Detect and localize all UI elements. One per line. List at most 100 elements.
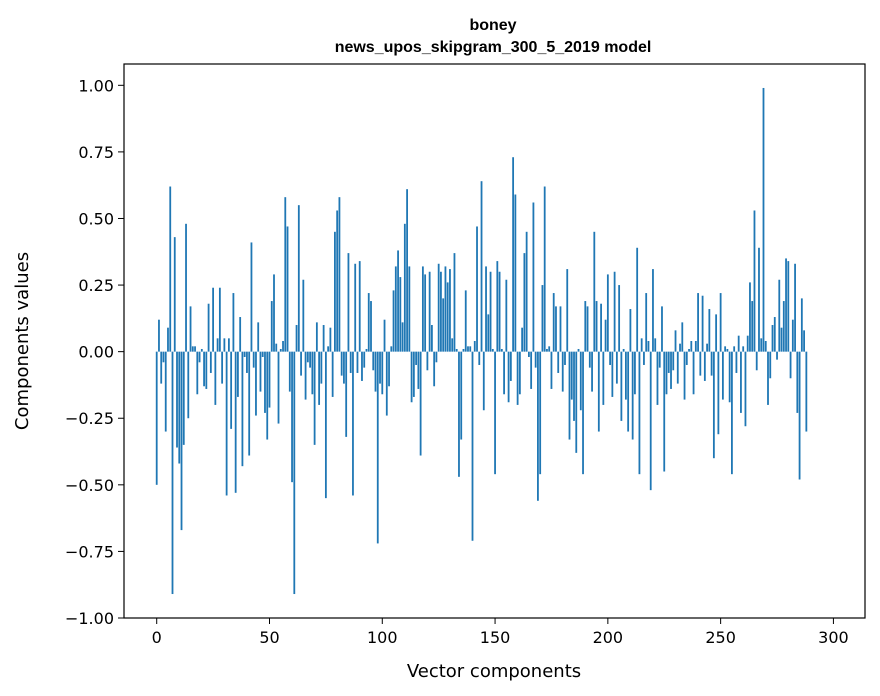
bar — [521, 327, 524, 352]
bar — [588, 351, 591, 368]
bar — [212, 287, 214, 352]
bar — [315, 322, 318, 352]
bar — [334, 231, 336, 352]
bar — [401, 322, 404, 352]
bar — [383, 319, 386, 352]
chart-title: boney — [469, 17, 516, 34]
bar — [548, 346, 551, 352]
bar — [424, 274, 427, 352]
bar — [261, 351, 264, 357]
bar — [372, 351, 375, 371]
bar — [191, 346, 194, 352]
bar — [692, 351, 695, 395]
bar — [712, 351, 715, 459]
bar — [437, 263, 440, 352]
bar — [769, 351, 772, 379]
bar — [216, 338, 219, 352]
bar — [279, 348, 282, 352]
bar — [785, 258, 787, 352]
bar — [392, 290, 395, 352]
bar — [758, 247, 760, 352]
bar — [537, 351, 539, 501]
bar — [343, 351, 345, 384]
bar — [512, 157, 515, 352]
bar — [295, 325, 298, 352]
bar — [595, 301, 598, 352]
x-tick-label: 300 — [818, 628, 849, 647]
x-tick-label: 100 — [367, 628, 398, 647]
bar — [791, 319, 794, 352]
bar — [266, 351, 269, 440]
bar — [726, 348, 729, 352]
bar — [649, 351, 652, 491]
bar — [604, 319, 607, 352]
bar — [613, 271, 616, 352]
bar — [406, 189, 408, 352]
bar — [658, 351, 661, 368]
bar — [636, 247, 639, 352]
bar — [798, 351, 801, 480]
bar — [255, 351, 257, 416]
bar — [534, 351, 537, 368]
bar — [546, 348, 548, 352]
bar — [460, 351, 463, 440]
bar — [205, 351, 208, 389]
bar — [780, 327, 783, 352]
bar — [302, 279, 305, 352]
bar — [735, 351, 738, 373]
bar — [291, 351, 293, 483]
bar — [241, 351, 244, 467]
bar — [449, 269, 451, 352]
bar — [273, 274, 275, 352]
bar — [749, 282, 751, 352]
bar — [164, 351, 167, 432]
bar — [180, 351, 183, 531]
x-tick-label: 0 — [152, 628, 162, 647]
bar — [232, 293, 235, 352]
bar — [268, 351, 271, 408]
bar — [171, 351, 174, 595]
bar-series — [155, 87, 808, 595]
bar — [225, 351, 228, 496]
bar — [442, 298, 445, 352]
bar — [428, 271, 431, 352]
bar — [237, 351, 239, 397]
bar — [207, 303, 210, 352]
x-tick-label: 150 — [480, 628, 511, 647]
bar — [158, 319, 160, 352]
bar — [803, 330, 805, 352]
bar — [731, 351, 733, 475]
bar — [751, 301, 754, 352]
bar — [606, 274, 609, 352]
bar — [661, 306, 663, 352]
bar — [764, 341, 767, 352]
bar — [284, 197, 287, 352]
bar — [688, 348, 690, 352]
bar — [805, 351, 808, 432]
bar — [471, 351, 474, 541]
bar — [444, 266, 447, 352]
bar — [462, 348, 465, 352]
bar — [593, 231, 596, 352]
bar — [451, 338, 454, 352]
bar — [518, 351, 521, 395]
bar — [313, 351, 316, 445]
bar — [600, 303, 602, 352]
bar — [591, 351, 593, 392]
bar — [446, 282, 449, 352]
bar — [767, 351, 769, 405]
bar — [464, 290, 467, 352]
bar — [331, 351, 334, 397]
bar — [794, 263, 796, 352]
bar — [410, 351, 413, 403]
bar — [509, 351, 512, 381]
bar — [697, 293, 699, 352]
bar — [672, 351, 675, 371]
bar — [505, 279, 508, 352]
bar — [550, 351, 553, 389]
bar — [539, 351, 542, 475]
bar — [740, 351, 742, 413]
bar — [169, 186, 172, 352]
bar — [771, 325, 774, 352]
bar — [528, 351, 530, 357]
